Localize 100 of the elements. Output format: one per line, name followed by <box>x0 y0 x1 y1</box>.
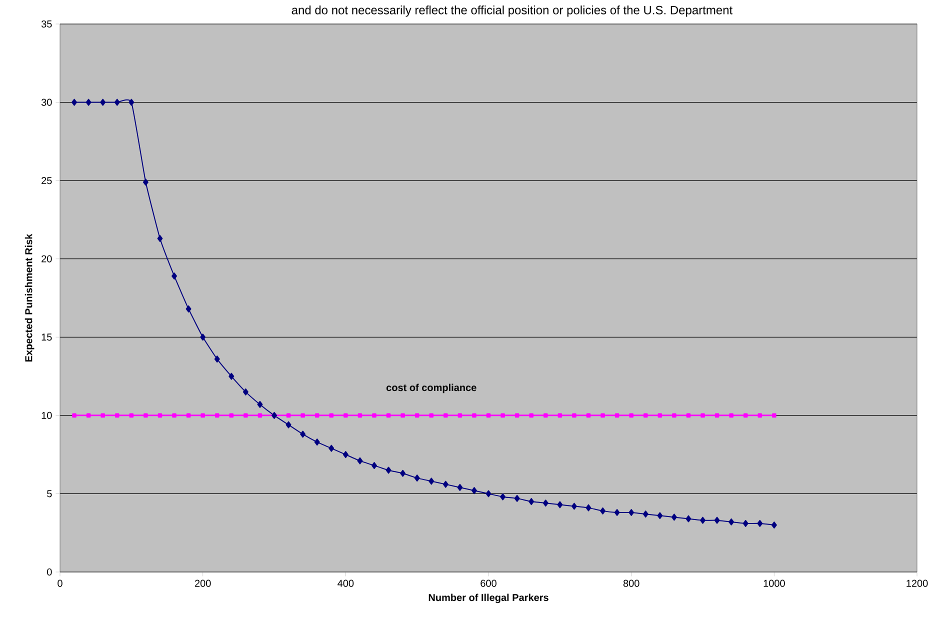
point <box>743 413 748 418</box>
point <box>614 509 620 516</box>
point <box>672 413 676 418</box>
point <box>400 470 406 477</box>
point <box>572 413 576 418</box>
point <box>472 413 476 418</box>
point <box>471 487 477 494</box>
text: and do not necessarily reflect the official position or policies of the U.S. Department <box>292 6 733 17</box>
point <box>100 413 105 418</box>
point <box>571 502 577 510</box>
point <box>600 413 605 418</box>
point <box>514 413 520 418</box>
y-tick-label: 25 <box>42 177 52 184</box>
point <box>486 490 492 498</box>
point <box>344 413 348 418</box>
x-tick-label: 1000 <box>764 580 785 587</box>
x-tick-label: 600 <box>480 580 496 587</box>
point <box>771 522 777 529</box>
point <box>342 451 348 458</box>
point <box>714 413 720 418</box>
point <box>386 466 392 474</box>
point <box>586 413 591 418</box>
point <box>714 516 720 524</box>
point <box>172 272 178 280</box>
point <box>129 413 134 418</box>
point <box>158 413 162 418</box>
point <box>114 413 120 418</box>
point <box>642 510 648 518</box>
x-tick-label: 0 <box>58 580 62 587</box>
point <box>458 413 462 418</box>
point <box>400 413 405 418</box>
point <box>300 430 306 438</box>
point <box>172 413 176 418</box>
point <box>114 98 120 106</box>
point <box>772 413 776 418</box>
y-tick-label: 0 <box>47 568 52 576</box>
point <box>429 413 434 418</box>
point <box>586 504 592 512</box>
point <box>728 518 734 526</box>
point <box>457 484 463 491</box>
point <box>486 413 491 418</box>
point <box>371 462 377 470</box>
point <box>200 413 205 418</box>
point <box>358 413 362 418</box>
point <box>558 413 562 418</box>
point <box>244 413 248 418</box>
point <box>758 413 762 418</box>
point <box>500 493 506 500</box>
point <box>686 413 691 418</box>
point <box>729 413 734 418</box>
point <box>643 413 648 418</box>
point <box>258 413 262 418</box>
point <box>257 400 263 408</box>
x-tick-label: 200 <box>194 580 211 587</box>
y-tick-label: 10 <box>42 412 52 419</box>
x-tick-label: 400 <box>338 580 354 587</box>
point <box>242 388 248 396</box>
point <box>214 356 220 363</box>
y-tick-label: 5 <box>47 490 52 498</box>
y-tick-label: 20 <box>42 255 52 262</box>
point <box>142 178 148 186</box>
point <box>86 98 92 106</box>
point <box>671 514 677 521</box>
point <box>657 512 663 520</box>
point <box>686 515 692 522</box>
point <box>757 520 763 527</box>
point <box>414 413 420 418</box>
point <box>214 413 220 418</box>
point <box>600 507 606 514</box>
point <box>543 413 548 418</box>
point <box>128 98 134 106</box>
point <box>286 413 291 418</box>
point <box>186 413 191 418</box>
point <box>286 421 292 428</box>
point <box>414 474 420 482</box>
point <box>386 413 391 418</box>
point <box>72 413 76 418</box>
point <box>700 516 706 524</box>
point <box>528 498 534 506</box>
y-tick-label: 35 <box>41 20 52 28</box>
point <box>514 494 520 502</box>
point <box>529 413 534 418</box>
point <box>86 413 91 418</box>
point <box>300 413 305 418</box>
point <box>144 413 148 418</box>
point <box>314 438 320 446</box>
point <box>700 413 705 418</box>
point <box>742 520 748 527</box>
point <box>200 334 206 341</box>
point <box>372 413 376 418</box>
point <box>186 305 192 312</box>
point <box>614 413 620 418</box>
point <box>500 413 505 418</box>
point <box>72 98 78 106</box>
text: cost of compliance <box>386 384 476 394</box>
x-tick-label: 1200 <box>906 580 928 587</box>
point <box>228 372 234 380</box>
point <box>229 413 234 418</box>
y-axis-title: Expected Punishment Risk <box>24 234 34 362</box>
point <box>329 413 334 418</box>
